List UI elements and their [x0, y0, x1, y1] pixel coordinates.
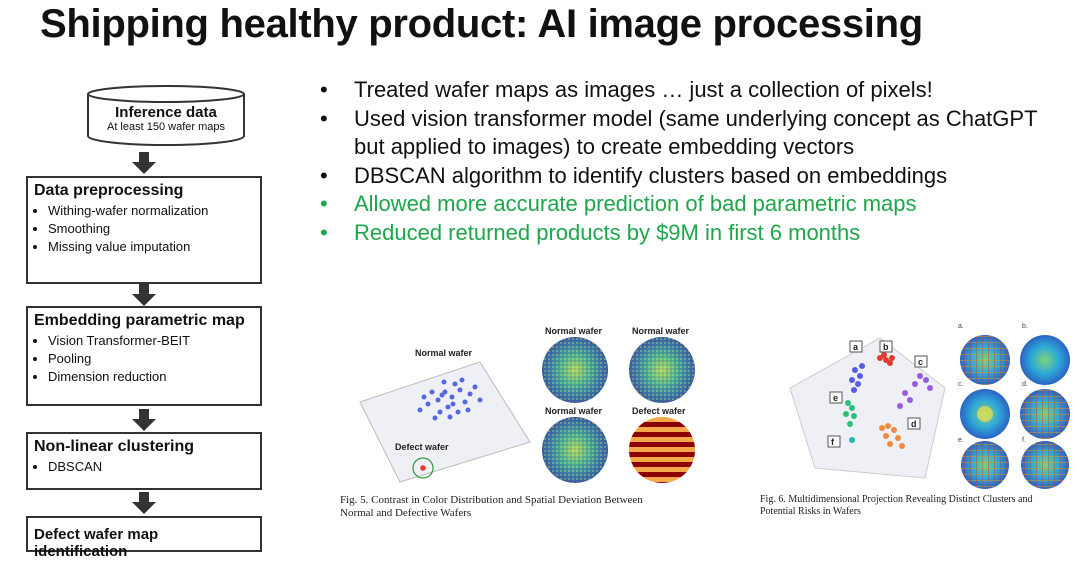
panel-label: d.	[1022, 381, 1028, 388]
normal-wafer-label: Normal wafer	[415, 348, 473, 358]
box-defect-identification: Defect wafer map identification	[26, 516, 262, 560]
figure-6-image: a b c d e f a. b. c. d. e. f.	[789, 323, 1070, 489]
caption-line: Potential Risks in Wafers	[760, 506, 861, 517]
normal-cluster-points	[417, 377, 483, 421]
cluster-b-points	[877, 352, 895, 366]
box-title: Data preprocessing	[34, 182, 184, 199]
box-embedding: Embedding parametric map Vision Transfor…	[26, 306, 262, 406]
wafer-map-e	[961, 441, 1009, 489]
cluster-label: d	[911, 419, 917, 429]
cluster-label: c	[918, 357, 923, 367]
cluster-f-points	[849, 437, 855, 443]
box-item: Smoothing	[48, 220, 254, 238]
panel-label: b.	[1022, 323, 1028, 330]
bullet-item: Used vision transformer model (same unde…	[318, 105, 1068, 162]
arrow-down-icon	[132, 284, 156, 306]
wafer-map-a	[960, 335, 1010, 385]
cluster-d-points	[879, 423, 905, 449]
arrow-down-icon	[132, 409, 156, 431]
bullet-item: Allowed more accurate prediction of bad …	[318, 190, 1068, 219]
caption-line: Normal and Defective Wafers	[340, 507, 472, 519]
panel-label: Normal wafer	[632, 326, 690, 336]
box-item: Dimension reduction	[48, 368, 254, 386]
bullet-item: Treated wafer maps as images … just a co…	[318, 76, 1068, 105]
wafer-map-c	[960, 389, 1010, 439]
panel-label: e.	[958, 437, 964, 444]
defect-highlight-ring	[412, 457, 434, 479]
box-item: Missing value imputation	[48, 238, 254, 256]
cluster-labels: a b c d e f	[827, 340, 928, 448]
bullet-item: Reduced returned products by $9M in firs…	[318, 219, 1068, 248]
defect-point	[420, 465, 426, 471]
wafer-map-defect	[629, 417, 695, 483]
wafer-map-normal-1	[542, 337, 608, 403]
panel-label: Normal wafer	[545, 406, 603, 416]
wafer-map-d	[1020, 389, 1070, 439]
figure-5-caption: Fig. 5. Contrast in Color Distribution a…	[340, 494, 720, 520]
figure-6-caption: Fig. 6. Multidimensional Projection Reve…	[760, 494, 1070, 518]
inference-subtitle: At least 150 wafer maps	[106, 121, 225, 133]
box-clustering: Non-linear clustering DBSCAN	[26, 432, 262, 490]
panel-label: a.	[958, 323, 964, 330]
cluster-label: a	[853, 342, 859, 352]
caption-line: Fig. 6. Multidimensional Projection Reve…	[760, 494, 1033, 505]
box-title: Defect wafer map identification	[34, 526, 159, 560]
box-item: DBSCAN	[48, 458, 254, 476]
wafer-map-normal-3	[542, 417, 608, 483]
wafer-map-normal-2	[629, 337, 695, 403]
box-title: Embedding parametric map	[34, 312, 245, 329]
panel-label: f.	[1022, 437, 1026, 444]
bullet-list: Treated wafer maps as images … just a co…	[318, 76, 1068, 247]
arrow-down-icon	[132, 152, 156, 174]
box-item: Vision Transformer-BEIT	[48, 332, 254, 350]
box-title: Non-linear clustering	[34, 438, 195, 455]
wafer-map-f	[1021, 441, 1069, 489]
cluster-a-points	[849, 363, 865, 393]
figure-5-image: Normal wafer Defect wafer Normal wafer N…	[359, 326, 695, 483]
bullet-item: DBSCAN algorithm to identify clusters ba…	[318, 162, 1068, 191]
panel-label: Defect wafer	[632, 406, 686, 416]
defect-wafer-label: Defect wafer	[395, 442, 449, 452]
cluster-e-points	[843, 400, 857, 427]
cluster-label: e	[833, 393, 838, 403]
panel-label: c.	[958, 381, 964, 388]
panel-label: Normal wafer	[545, 326, 603, 336]
slide-title: Shipping healthy product: AI image proce…	[40, 2, 923, 46]
arrow-down-icon	[132, 492, 156, 514]
caption-line: Fig. 5. Contrast in Color Distribution a…	[340, 494, 643, 506]
wafer-map-b	[1020, 335, 1070, 385]
box-item: Withing-wafer normalization	[48, 202, 254, 220]
cluster-label: f	[831, 437, 835, 447]
box-item: Pooling	[48, 350, 254, 368]
cluster-c-points	[897, 373, 933, 409]
cluster-label: b	[883, 342, 889, 352]
box-data-preprocessing: Data preprocessing Withing-wafer normali…	[26, 176, 262, 284]
inference-data-cylinder	[87, 85, 245, 146]
inference-title: Inference data	[115, 104, 217, 121]
